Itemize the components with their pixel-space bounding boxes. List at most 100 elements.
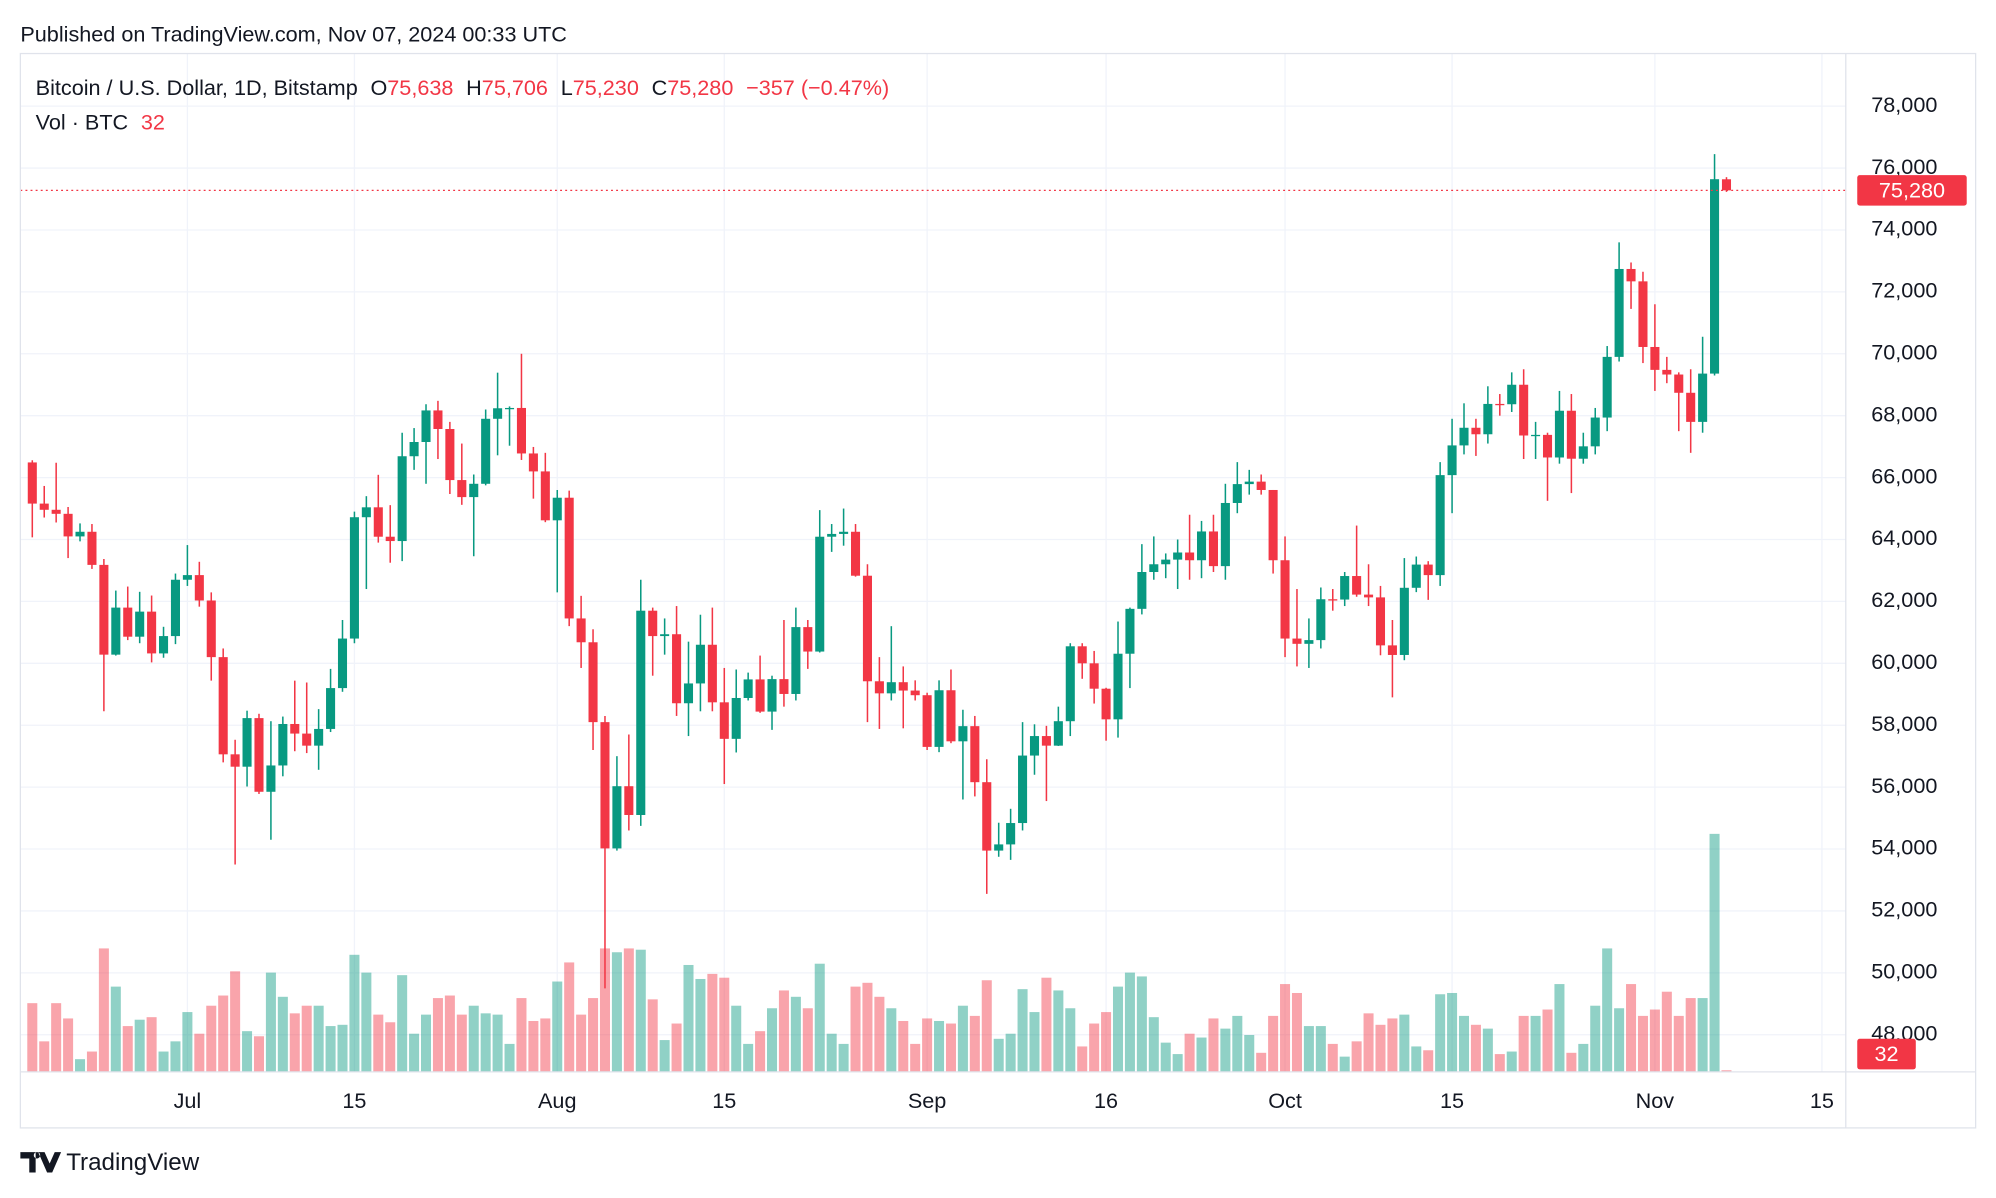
volume-bar [731,1005,742,1072]
low-label: L [561,75,573,100]
volume-bar [1458,1015,1470,1072]
candle-body [39,503,49,510]
volume-bar [1017,989,1028,1072]
volume-bar [1089,1023,1100,1072]
volume-bar [767,1008,778,1072]
volume-bar [1005,1033,1016,1072]
volume-bar [349,954,360,1072]
volume-bar [1291,992,1302,1072]
candle-body [1375,597,1386,646]
candle-body [194,575,204,601]
y-tick-label: 58,000 [1871,711,1937,736]
candle-body [1125,608,1135,654]
volume-bar [874,996,885,1072]
y-tick-label: 70,000 [1871,340,1937,365]
volume-bar [373,1014,384,1072]
volume-bar [1256,1052,1267,1072]
volume-bar [1482,1028,1493,1072]
candle-body [886,682,896,694]
volume-bar [1494,1054,1505,1072]
volume-bar [1602,948,1613,1072]
candle-body [600,722,610,849]
y-tick-label: 72,000 [1871,278,1937,303]
last-volume-box [1857,1038,1916,1070]
volume-bar [468,1005,479,1072]
candle-body [1185,552,1195,561]
candle-body [791,627,801,694]
candle-body [1173,552,1183,560]
candle-body [1161,559,1171,565]
volume-bar [945,1023,956,1072]
candle-body [1280,560,1290,639]
volume-bar [934,1020,945,1072]
candle-body [290,723,300,734]
candle-body [1674,374,1684,393]
candle-body [922,695,932,747]
x-tick-label: 15 [712,1088,736,1113]
volume-bar [838,1043,849,1072]
candle-body [1578,446,1588,459]
candle-body [958,726,968,742]
volume-bar [1065,1008,1076,1072]
volume-bar [1530,1015,1541,1072]
candle-body [1006,823,1016,845]
volume-bar [576,1014,587,1072]
candle-body [1113,653,1123,720]
candle-body [1053,721,1063,746]
candle-body [135,611,145,637]
volume-bar [755,1031,766,1072]
candle-body [528,453,538,472]
volume-bar [659,1040,670,1072]
volume-bar [1172,1054,1183,1072]
candle-body [1292,638,1302,644]
candle-body [1721,179,1732,191]
brand-name: TradingView [66,1149,200,1176]
change-value: −357 (−0.47%) [746,75,889,100]
y-tick-label: 52,000 [1871,897,1937,922]
y-tick-label: 68,000 [1871,401,1937,426]
candle-body [159,636,169,654]
candle-body [982,782,992,851]
candle-body [1686,392,1696,422]
volume-bar [182,1012,193,1072]
candle-body [1590,417,1600,447]
y-tick-label: 56,000 [1871,773,1937,798]
volume-bar [218,995,229,1072]
volume-bar [409,1033,420,1072]
volume-bar [1148,1017,1159,1072]
candle-body [63,513,73,537]
candle-body [1507,384,1517,405]
volume-bar [301,1005,312,1072]
volume-bar [63,1018,74,1072]
volume-bar [1673,1015,1684,1072]
x-tick-label: Oct [1268,1088,1302,1113]
candle-body [1232,484,1242,503]
volume-bar [1029,1012,1040,1072]
volume-bar [588,998,599,1072]
candle-body [815,536,825,652]
volume-bar [1184,1033,1195,1072]
volume-bar [850,986,861,1072]
volume-bar [898,1020,909,1072]
volume-bar [1268,1015,1279,1072]
volume-bar [528,1020,539,1072]
volume-bar [1590,1005,1601,1072]
volume-bar [1709,833,1720,1072]
volume-bar [1626,984,1637,1072]
volume-bar [635,949,646,1072]
candle-body [1196,531,1207,561]
volume-legend: Vol · BTC 32 [36,109,165,134]
candle-body [1531,434,1541,437]
candle-body [445,429,455,481]
volume-bar [1160,1042,1171,1072]
candle-body [898,682,908,691]
volume-bar [194,1033,205,1072]
candle-body [481,418,491,484]
candle-body [672,634,682,704]
candle-body [1029,736,1040,756]
volume-bar [993,1038,1004,1072]
volume-bar [1518,1015,1529,1072]
candle-body [1423,564,1433,576]
chart-frame [19,52,1977,1129]
volume-bar [1339,1056,1350,1072]
